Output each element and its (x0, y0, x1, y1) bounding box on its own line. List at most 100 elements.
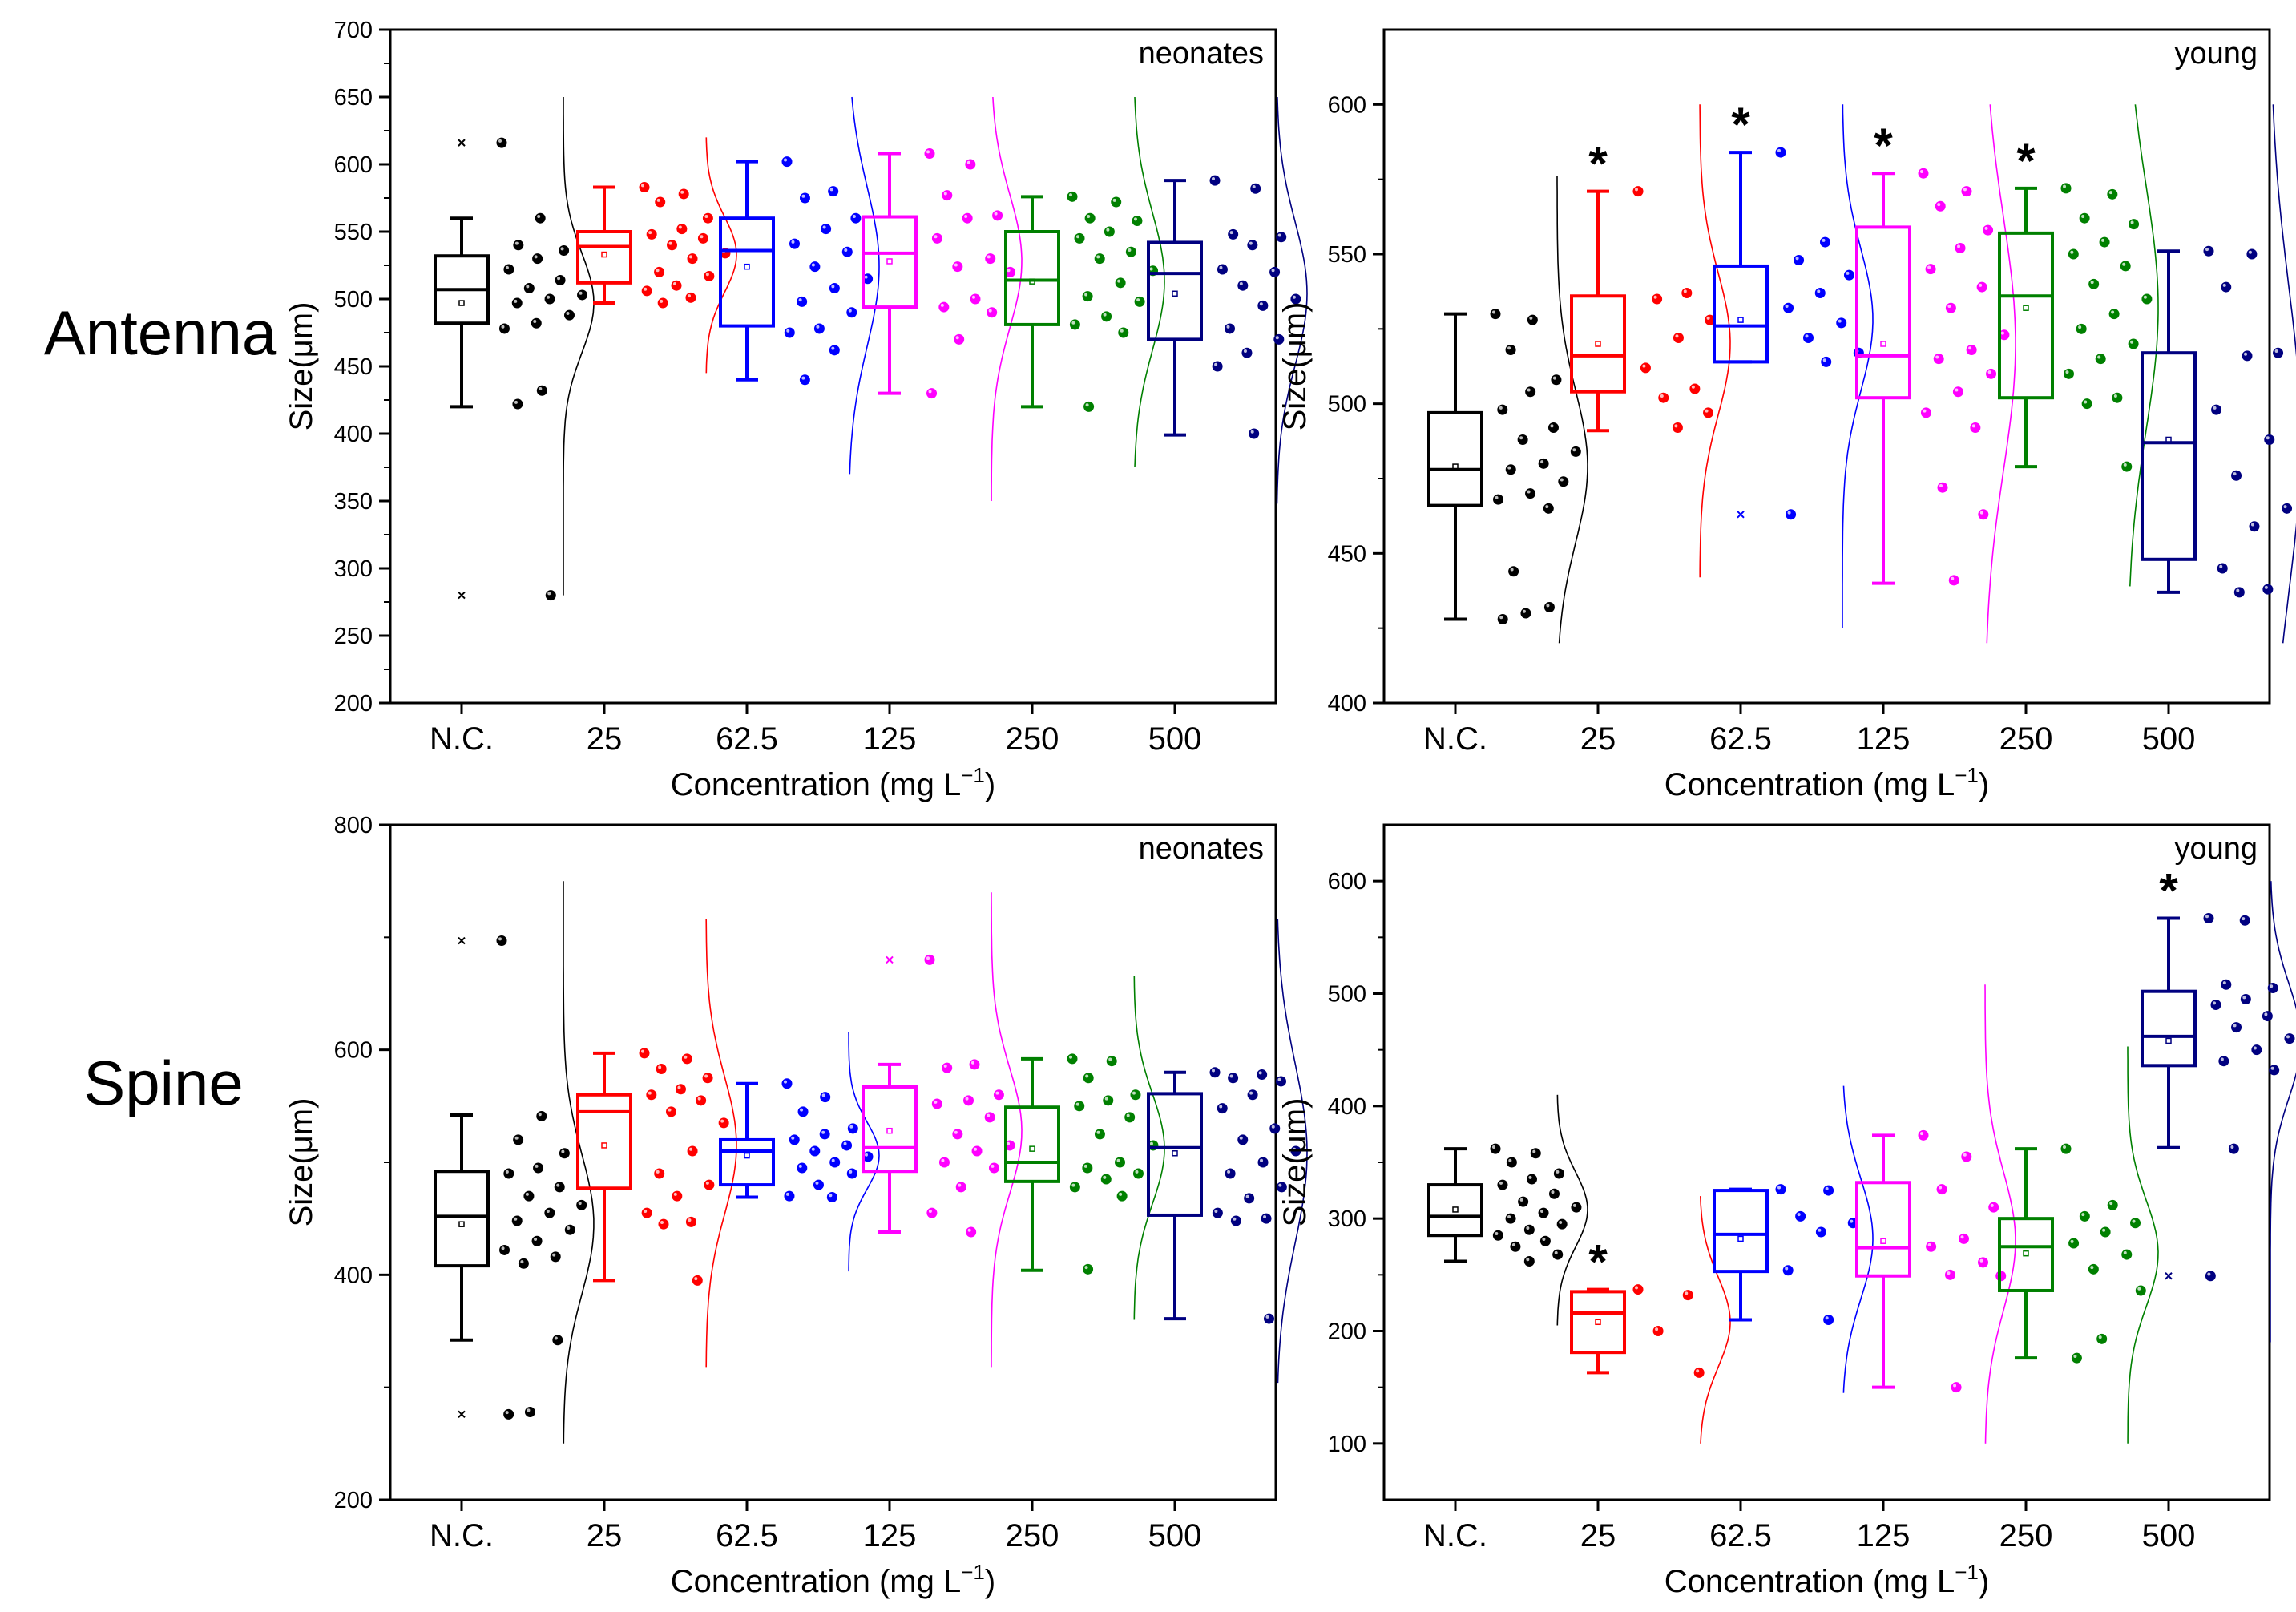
chart-2-mean-marker (886, 1127, 893, 1134)
chart-3-category-label: 250 (1999, 1518, 2053, 1553)
chart-1-data-point-highlight (1691, 385, 1695, 389)
chart-1-distribution-curve (1986, 104, 2016, 644)
chart-1-data-point-dot (1983, 224, 1994, 236)
chart-0-data-point-highlight (1226, 325, 1230, 329)
chart-0-data-point-dot (687, 253, 698, 265)
chart-3-group-3: 125 (1855, 984, 2016, 1553)
chart-1-group-5: 500 (2141, 104, 2296, 757)
chart-3-data-point (1490, 1143, 1501, 1154)
chart-3-data-point (1556, 1218, 1568, 1230)
chart-2-data-point-dot (536, 1110, 547, 1121)
chart-3-data-point (2203, 912, 2214, 923)
chart-3-data-point-dot (2218, 1056, 2229, 1067)
chart-panels: 200 250 300 350 400 450 500 550 600 650 700 Size(μm… (284, 18, 2296, 1599)
chart-3-data-point-highlight (1507, 1214, 1511, 1218)
chart-1-data-point-highlight (1529, 316, 1533, 320)
chart-2-data-point-dot (931, 1098, 942, 1109)
chart-2-data-point-dot (1067, 1053, 1078, 1065)
chart-0-data-point-dot (926, 388, 938, 399)
chart-0-data-point (1005, 266, 1016, 277)
chart-0-data-point (862, 273, 874, 285)
chart-3-data-point (2218, 1056, 2229, 1067)
chart-0-category-label: 250 (1006, 721, 1059, 757)
chart-0-data-point-highlight (811, 263, 815, 267)
chart-0-data-point (555, 274, 566, 285)
chart-2-data-point-highlight (556, 1183, 560, 1187)
chart-3-data-point (2205, 1271, 2216, 1282)
chart-1-data-point-dot (1955, 243, 1966, 254)
chart-1-data-point-dot (1652, 293, 1663, 305)
chart-1-data-point (1640, 362, 1651, 374)
chart-1-data-point (2068, 248, 2079, 260)
chart-2-data-point (984, 1112, 995, 1123)
chart-1-data-point-highlight (2097, 355, 2101, 359)
chart-2-group-2: 62.5 (716, 1032, 880, 1553)
chart-2-data-point (564, 1224, 575, 1235)
chart-1-data-point-highlight (1545, 505, 1549, 509)
chart-3-data-point (2210, 1000, 2221, 1011)
chart-1-data-point-highlight (1937, 203, 1941, 207)
chart-3-data-point-dot (2239, 915, 2250, 926)
chart-3-data-point (1523, 1255, 1535, 1267)
chart-1-data-point (2217, 563, 2228, 574)
chart-1-ytick-label: 400 (1328, 691, 1366, 717)
chart-2-data-point-dot (924, 954, 935, 965)
chart-1-data-point (1505, 464, 1516, 475)
chart-0-data-point-dot (657, 297, 668, 309)
chart-2-data-point-dot (797, 1106, 809, 1117)
chart-2-data-point-dot (813, 1179, 824, 1190)
chart-0-data-point-dot (1241, 347, 1253, 358)
chart-2-data-point-dot (718, 1117, 729, 1129)
chart-0-data-point-highlight (656, 198, 660, 202)
chart-1-data-point-highlight (2283, 505, 2287, 509)
chart-0-data-point-highlight (1087, 215, 1091, 218)
chart-3-ytick-label: 200 (1328, 1319, 1366, 1345)
chart-2-data-point (1132, 1168, 1144, 1179)
chart-0-data-point-highlight (864, 275, 868, 279)
chart-0-data-point-highlight (1103, 313, 1107, 317)
chart-1-data-point-highlight (1984, 226, 1988, 230)
chart-1-data-point (2095, 354, 2106, 365)
chart-0-data-point (1125, 246, 1136, 257)
chart-2-data-point-dot (988, 1162, 999, 1174)
chart-0-data-point-highlight (831, 346, 835, 350)
chart-1-data-point (2076, 323, 2087, 334)
chart-2-data-point-highlight (1233, 1217, 1237, 1221)
chart-3-data-point-dot (2088, 1263, 2099, 1275)
chart-0-distribution-curve (991, 96, 1023, 501)
chart-2-data-point-highlight (501, 1246, 505, 1250)
chart-0-data-point-highlight (566, 311, 570, 315)
chart-0-data-point-highlight (557, 277, 561, 281)
chart-1-data-point-dot (1497, 404, 1508, 415)
chart-1-box (1713, 264, 1769, 364)
chart-2-data-point-dot (681, 1053, 692, 1065)
chart-1-distribution-curve (1699, 104, 1731, 578)
chart-0-data-point-highlight (816, 325, 820, 329)
chart-1-data-point-highlight (1642, 364, 1646, 368)
chart-0-data-point (1247, 240, 1258, 251)
chart-1-data-point (1920, 407, 1931, 418)
chart-0-data-point (498, 323, 510, 334)
chart-2-data-point-highlight (1085, 1074, 1089, 1078)
chart-0-data-point (797, 296, 808, 307)
chart-2-data-point-highlight (1149, 1141, 1153, 1145)
chart-0-data-point (671, 280, 682, 291)
chart-2-data-point-highlight (658, 1065, 662, 1069)
chart-1-data-point-highlight (1923, 409, 1927, 413)
chart-0-box (719, 216, 775, 328)
chart-1-data-point (1658, 392, 1669, 403)
chart-0-data-point-highlight (501, 325, 505, 329)
chart-2-data-point-highlight (1229, 1074, 1233, 1078)
chart-0-data-point-dot (655, 196, 666, 208)
chart-2-data-point (518, 1258, 529, 1269)
chart-1-data-point-highlight (2000, 331, 2004, 335)
chart-0-data-point-highlight (1229, 231, 1233, 235)
chart-0-data-point (496, 137, 507, 148)
chart-2-data-point (1276, 1182, 1287, 1193)
chart-3-distribution-curve (1842, 1085, 1874, 1393)
chart-2-category-label: 125 (863, 1518, 917, 1553)
chart-0-data-point (942, 190, 953, 201)
chart-1-data-point (1543, 503, 1554, 514)
row-label-spine: Spine (83, 1048, 244, 1118)
chart-1-data-point-dot (2273, 347, 2284, 358)
